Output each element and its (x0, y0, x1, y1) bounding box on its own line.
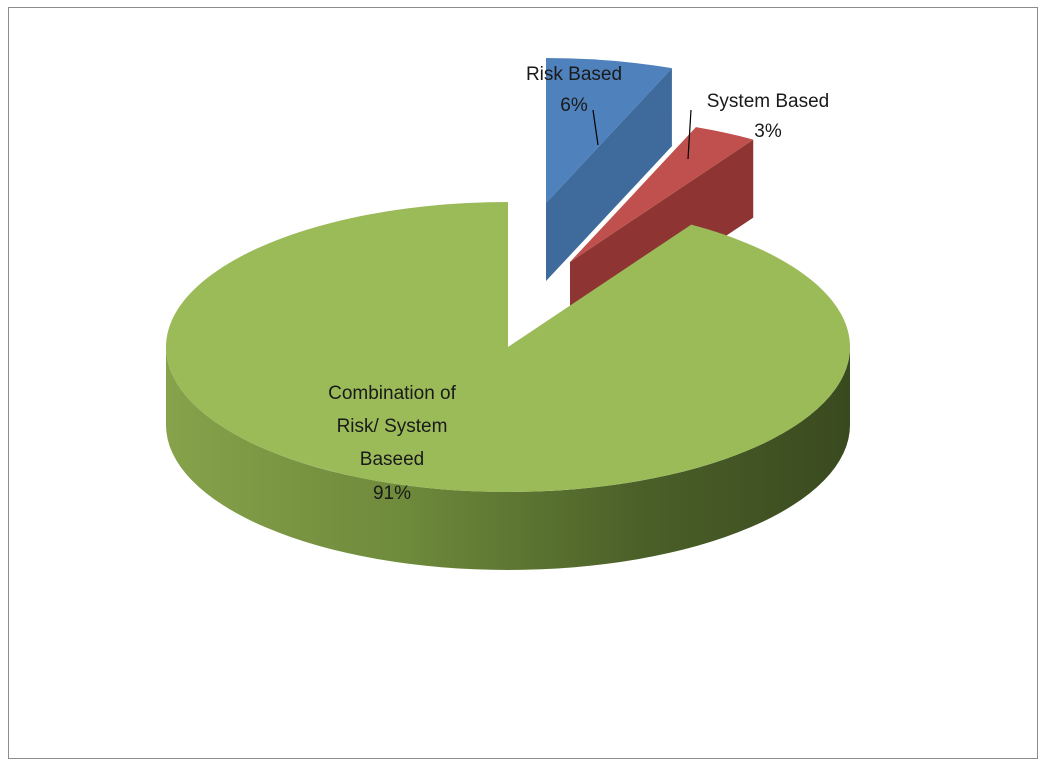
slice-label-combination-line-1: Combination of (328, 383, 457, 404)
pie-slice-combination-of-risk-system-baseed (165, 202, 851, 493)
slice-label-combination-line-3: Baseed (360, 449, 424, 470)
leader-line-risk-based (592, 109, 599, 146)
slice-label-combination-value: 91% (373, 483, 411, 504)
slice-label-combination-line-2: Risk/ System (337, 416, 448, 437)
pie-slice-risk-based (546, 58, 672, 203)
slice-label-risk-based-name: Risk Based (526, 64, 622, 85)
pie-slice-side-risk-based (546, 68, 672, 282)
leader-line-system-based (687, 109, 692, 160)
slice-label-risk-based-value: 6% (560, 95, 588, 116)
slice-label-system-based-name: System Based (707, 91, 830, 112)
pie-slice-system-based (570, 127, 754, 263)
pie-slice-side-combination-of-risk-system-baseed (166, 347, 850, 570)
slice-label-system-based-value: 3% (754, 121, 782, 142)
